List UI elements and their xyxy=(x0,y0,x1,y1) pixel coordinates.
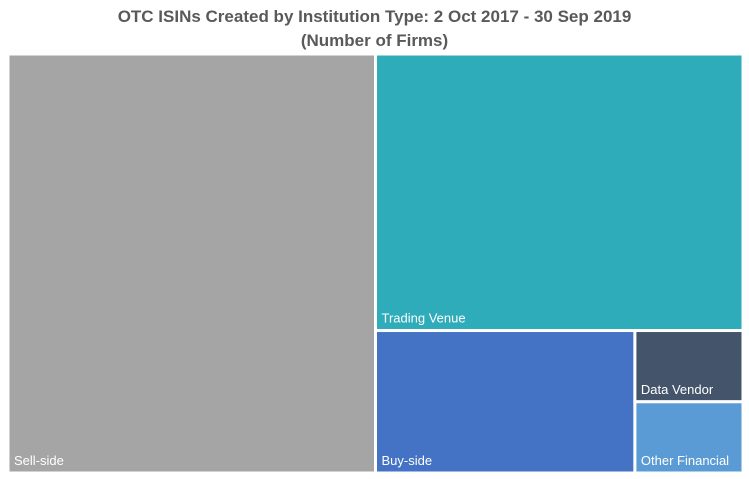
treemap-tile-data-vendor: Data Vendor xyxy=(633,329,745,404)
treemap-rect-data-vendor xyxy=(633,329,745,404)
treemap-label-buy-side: Buy-side xyxy=(382,453,433,468)
treemap-tile-sell-side: Sell-side xyxy=(6,52,377,475)
treemap-tile-other-financial: Other Financial xyxy=(633,400,745,475)
treemap-tile-trading-venue: Trading Venue xyxy=(374,52,745,333)
treemap-rect-buy-side xyxy=(374,329,637,475)
chart-title-block: OTC ISINs Created by Institution Type: 2… xyxy=(0,5,749,53)
chart-title: OTC ISINs Created by Institution Type: 2… xyxy=(117,7,632,26)
treemap-label-trading-venue: Trading Venue xyxy=(382,311,466,326)
treemap-rect-sell-side xyxy=(6,52,377,475)
treemap-label-data-vendor: Data Vendor xyxy=(641,382,714,397)
treemap-tile-buy-side: Buy-side xyxy=(374,329,637,475)
chart-subtitle: (Number of Firms) xyxy=(300,31,449,50)
treemap-rect-trading-venue xyxy=(374,52,745,333)
treemap-label-sell-side: Sell-side xyxy=(14,453,64,468)
treemap-label-other-financial: Other Financial xyxy=(641,453,729,468)
treemap-rect-other-financial xyxy=(633,400,745,475)
